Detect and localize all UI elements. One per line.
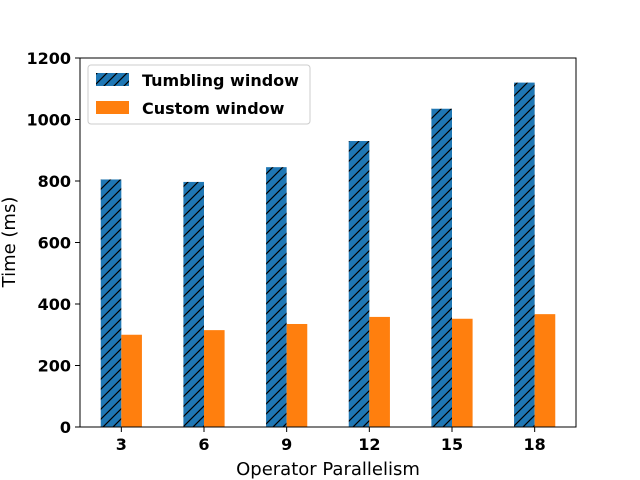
x-tick-label: 15 — [441, 435, 463, 454]
bar-custom-window-3 — [121, 334, 142, 427]
y-tick-label: 800 — [38, 172, 71, 191]
x-tick-label: 12 — [358, 435, 380, 454]
legend-swatch-tumbling-window — [96, 73, 129, 86]
x-tick-label: 3 — [116, 435, 127, 454]
bars-group — [100, 82, 556, 428]
x-tick-label: 9 — [281, 435, 292, 454]
legend-label-custom-window: Custom window — [142, 99, 285, 118]
x-axis-label: Operator Parallelism — [236, 459, 420, 480]
y-tick-label: 600 — [38, 234, 71, 253]
x-tick-label: 18 — [524, 435, 546, 454]
bar-custom-window-12 — [369, 316, 390, 427]
y-tick-label: 1000 — [26, 111, 71, 130]
y-tick-label: 200 — [38, 357, 71, 376]
legend-swatch-custom-window — [96, 101, 129, 114]
bar-tumbling-window-15 — [431, 108, 452, 428]
bar-tumbling-window-9 — [266, 167, 287, 427]
y-tick-label: 1200 — [26, 49, 71, 68]
legend: Tumbling window Custom window — [87, 64, 311, 125]
y-tick-label: 0 — [60, 418, 71, 437]
legend-label-tumbling-window: Tumbling window — [142, 71, 299, 90]
bar-tumbling-window-3 — [100, 179, 122, 427]
y-axis-label: Time (ms) — [0, 197, 20, 289]
y-axis-ticks: 0 200 400 600 800 1000 1200 — [26, 49, 80, 437]
bar-custom-window-6 — [204, 330, 225, 427]
bar-tumbling-window-12 — [348, 141, 370, 427]
bar-custom-window-9 — [286, 323, 308, 427]
x-tick-label: 6 — [198, 435, 209, 454]
bar-custom-window-18 — [534, 314, 556, 427]
bar-tumbling-window-18 — [514, 82, 535, 427]
bar-custom-window-15 — [452, 318, 473, 427]
legend-box — [87, 64, 311, 125]
x-axis-ticks: 3 6 9 12 15 18 — [116, 427, 546, 454]
y-tick-label: 400 — [38, 295, 71, 314]
bar-tumbling-window-6 — [183, 181, 204, 427]
